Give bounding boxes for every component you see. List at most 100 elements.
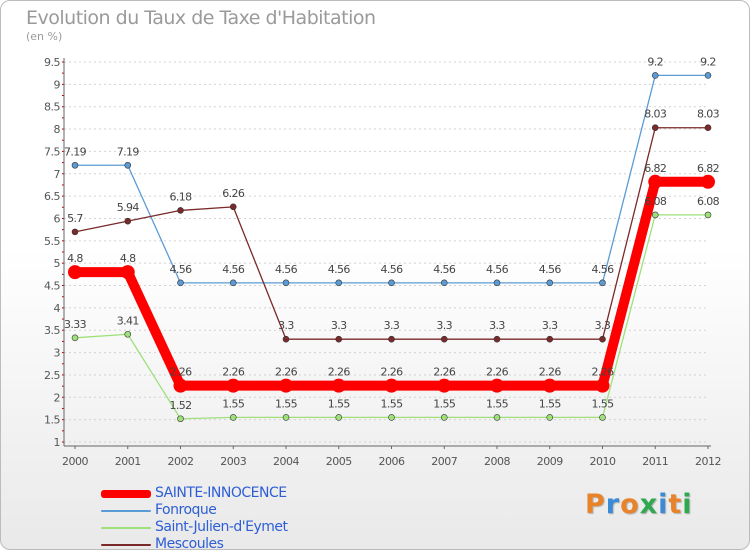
data-point-fonroque [440, 279, 448, 287]
data-point-saint-julien-d-eymet [229, 414, 237, 421]
data-label-sainte-innocence: 6.82 [697, 162, 719, 175]
data-label-sainte-innocence: 2.26 [486, 366, 509, 379]
data-point-fonroque [388, 279, 395, 287]
data-label-sainte-innocence: 2.26 [591, 366, 614, 379]
data-point-sainte-innocence [279, 378, 293, 393]
data-point-fonroque [177, 279, 184, 287]
data-point-saint-julien-d-eymet [335, 414, 343, 421]
y-tick-label: 6.5 [44, 190, 60, 203]
data-label-mescoules: 6.26 [222, 187, 245, 200]
data-point-sainte-innocence [490, 378, 504, 393]
chart-subtitle: (en %) [26, 30, 63, 43]
data-point-saint-julien-d-eymet [440, 414, 448, 421]
data-label-sainte-innocence: 4.8 [67, 252, 83, 265]
x-tick-label: 2001 [115, 455, 141, 468]
data-label-sainte-innocence: 2.26 [380, 366, 403, 379]
y-tick-label: 5.5 [44, 235, 60, 248]
data-point-fonroque [229, 279, 237, 287]
proxiti-logo: Proxiti [585, 489, 693, 520]
x-tick-label: 2004 [273, 455, 299, 468]
data-label-saint-julien-d-eymet: 1.55 [380, 397, 403, 410]
data-point-mescoules [599, 335, 606, 343]
data-label-fonroque: 4.56 [169, 263, 192, 276]
x-tick-label: 2011 [642, 455, 668, 468]
legend-swatch [101, 544, 151, 546]
data-point-saint-julien-d-eymet [704, 211, 712, 219]
data-label-mescoules: 5.94 [117, 201, 140, 214]
x-tick-label: 2008 [484, 455, 510, 468]
data-point-sainte-innocence [701, 174, 715, 189]
data-label-fonroque: 4.56 [433, 263, 456, 276]
data-point-fonroque [651, 72, 659, 79]
data-label-saint-julien-d-eymet: 1.55 [486, 397, 509, 410]
data-point-mescoules [335, 335, 343, 343]
y-tick-label: 3 [54, 347, 61, 360]
data-point-sainte-innocence [120, 265, 135, 280]
data-point-sainte-innocence [437, 378, 452, 393]
data-point-sainte-innocence [384, 378, 399, 393]
data-point-saint-julien-d-eymet [493, 414, 501, 421]
legend-swatch [101, 510, 151, 512]
logo-letter: i [682, 489, 693, 520]
x-tick-label: 2005 [326, 455, 352, 468]
data-label-fonroque: 4.56 [539, 263, 562, 276]
data-point-fonroque [71, 161, 79, 169]
y-tick-label: 7 [54, 168, 61, 181]
axis-layer: 11.522.533.544.555.566.577.588.599.52000… [44, 56, 722, 468]
data-point-sainte-innocence [173, 378, 188, 393]
x-tick-label: 2003 [220, 455, 246, 468]
data-point-mescoules [493, 335, 501, 343]
y-tick-label: 8 [54, 123, 61, 136]
data-label-saint-julien-d-eymet: 1.55 [328, 397, 351, 410]
y-tick-label: 5 [54, 257, 61, 270]
y-tick-label: 1.5 [44, 414, 60, 427]
data-label-fonroque: 7.19 [64, 145, 87, 158]
data-point-fonroque [599, 279, 606, 287]
data-point-saint-julien-d-eymet [124, 330, 132, 338]
legend-swatch [101, 490, 151, 498]
data-point-saint-julien-d-eymet [388, 414, 395, 421]
chart-title: Evolution du Taux de Taxe d'Habitation [26, 7, 376, 29]
data-label-fonroque: 4.56 [486, 263, 509, 276]
data-label-mescoules: 3.3 [542, 319, 558, 332]
data-label-fonroque: 9.2 [647, 55, 663, 68]
data-point-sainte-innocence [542, 378, 557, 393]
data-label-mescoules: 5.7 [67, 212, 83, 225]
logo-letter: r [605, 489, 621, 520]
y-tick-label: 4.5 [44, 280, 60, 293]
logo-letter: o [620, 489, 640, 520]
data-label-sainte-innocence: 6.82 [644, 162, 666, 175]
x-tick-label: 2012 [695, 455, 721, 468]
data-point-mescoules [546, 335, 554, 343]
y-tick-label: 8.5 [44, 101, 60, 114]
data-label-saint-julien-d-eymet: 1.55 [591, 397, 614, 410]
x-tick-label: 2007 [431, 455, 457, 468]
x-tick-label: 2000 [62, 455, 88, 468]
x-tick-label: 2002 [168, 455, 194, 468]
data-label-mescoules: 3.3 [595, 319, 611, 332]
data-point-sainte-innocence [68, 265, 82, 280]
data-point-mescoules [651, 124, 659, 132]
logo-letter: P [585, 489, 606, 520]
y-tick-label: 2 [54, 391, 61, 404]
data-label-saint-julien-d-eymet: 1.55 [275, 397, 298, 410]
y-tick-label: 4 [54, 302, 61, 315]
data-label-sainte-innocence: 2.26 [169, 366, 192, 379]
data-label-fonroque: 4.56 [380, 263, 403, 276]
data-label-mescoules: 3.3 [384, 319, 400, 332]
x-tick-label: 2010 [590, 455, 616, 468]
data-point-fonroque [704, 72, 712, 79]
data-point-fonroque [493, 279, 501, 287]
data-label-mescoules: 8.03 [697, 108, 720, 121]
series-layer [68, 72, 715, 423]
data-point-mescoules [124, 217, 132, 225]
data-point-mescoules [440, 335, 448, 343]
data-label-mescoules: 3.3 [436, 319, 452, 332]
legend-swatch [101, 527, 151, 529]
data-point-mescoules [282, 335, 290, 343]
data-label-sainte-innocence: 2.26 [222, 366, 245, 379]
y-tick-label: 6 [54, 212, 61, 225]
data-label-fonroque: 7.19 [117, 145, 140, 158]
